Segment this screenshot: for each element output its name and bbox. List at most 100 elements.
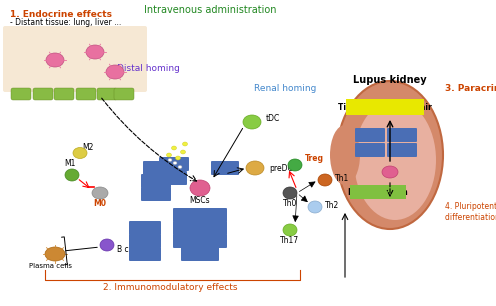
FancyBboxPatch shape [159,157,189,171]
Text: Th2: Th2 [325,200,339,210]
FancyBboxPatch shape [141,174,171,188]
Text: Diferentiation: Diferentiation [348,188,408,196]
Ellipse shape [173,162,177,165]
Bar [350,185,406,199]
Ellipse shape [190,180,210,196]
Ellipse shape [246,161,264,175]
Ellipse shape [92,187,108,199]
Ellipse shape [106,65,124,79]
Text: preDC: preDC [269,163,293,173]
Ellipse shape [172,146,177,150]
Text: TSG-6: TSG-6 [204,238,222,244]
Text: TGF-β: TGF-β [178,212,196,218]
FancyBboxPatch shape [114,88,134,100]
Ellipse shape [283,187,297,199]
Text: 1. Endocrine effects: 1. Endocrine effects [10,9,112,18]
Ellipse shape [176,156,181,160]
Ellipse shape [100,239,114,251]
Ellipse shape [330,125,360,185]
Text: IGF-1: IGF-1 [361,147,379,153]
Ellipse shape [167,153,172,157]
Text: PGE2: PGE2 [163,175,181,181]
Text: TGF-β: TGF-β [392,132,412,138]
Ellipse shape [337,81,443,229]
Ellipse shape [283,224,297,236]
Text: VEGF: VEGF [393,147,411,153]
Text: B cell: B cell [117,244,138,253]
Ellipse shape [45,247,65,261]
FancyBboxPatch shape [141,187,171,201]
Text: Bmp-1: Bmp-1 [133,225,156,231]
FancyBboxPatch shape [387,128,417,142]
Ellipse shape [288,159,302,171]
FancyBboxPatch shape [54,88,74,100]
Text: MSCs: MSCs [189,196,210,204]
FancyBboxPatch shape [3,26,147,92]
Text: Intravenous administration: Intravenous administration [144,5,276,15]
FancyBboxPatch shape [173,221,201,235]
Text: - Distant tissue: lung, liver ...: - Distant tissue: lung, liver ... [10,17,121,27]
Ellipse shape [73,147,87,159]
Text: FLT3L: FLT3L [215,165,235,171]
FancyBboxPatch shape [355,128,385,142]
Bar [346,99,424,115]
Text: M1: M1 [64,159,76,167]
Ellipse shape [318,174,332,186]
FancyBboxPatch shape [143,161,173,175]
Ellipse shape [46,53,64,67]
FancyBboxPatch shape [181,247,219,261]
FancyBboxPatch shape [173,208,201,222]
Text: PAX-5: PAX-5 [135,238,155,244]
FancyBboxPatch shape [199,234,227,248]
Text: IL-10: IL-10 [205,212,221,218]
FancyBboxPatch shape [97,88,117,100]
FancyBboxPatch shape [173,234,201,248]
Text: 3. Paracrine effects: 3. Paracrine effects [445,84,496,92]
FancyBboxPatch shape [129,234,161,248]
Text: 2. Immunomodulatory effects: 2. Immunomodulatory effects [103,283,237,293]
Text: Treg: Treg [305,154,324,162]
FancyBboxPatch shape [355,143,385,157]
Ellipse shape [178,166,182,169]
FancyBboxPatch shape [211,161,239,175]
FancyBboxPatch shape [11,88,31,100]
Text: PGE2: PGE2 [361,132,379,138]
Text: IL-10: IL-10 [147,191,165,197]
Text: 4. Pluripotent
differentiation effects: 4. Pluripotent differentiation effects [445,202,496,222]
Ellipse shape [86,45,104,59]
Text: Renal homing: Renal homing [254,84,316,92]
Text: TGF-β: TGF-β [164,161,184,167]
FancyBboxPatch shape [76,88,96,100]
Text: M2: M2 [82,143,94,151]
Text: Th0: Th0 [283,199,297,207]
Ellipse shape [183,142,187,146]
Text: IDO: IDO [181,238,193,244]
Text: CCL-2: CCL-2 [135,251,155,257]
Ellipse shape [354,100,436,220]
FancyBboxPatch shape [129,247,161,261]
FancyBboxPatch shape [387,143,417,157]
Text: M0: M0 [94,199,107,207]
Ellipse shape [382,166,398,178]
Text: Th1: Th1 [335,174,349,182]
FancyBboxPatch shape [199,208,227,222]
Text: Tissue damage repair: Tissue damage repair [338,103,432,111]
Ellipse shape [308,201,322,213]
Text: Lupus kidney: Lupus kidney [353,75,427,85]
Text: IDO: IDO [150,178,162,184]
Ellipse shape [181,150,186,154]
Ellipse shape [243,115,261,129]
Text: Plasma cells: Plasma cells [28,263,71,269]
FancyBboxPatch shape [129,221,161,235]
Ellipse shape [168,159,172,162]
Text: PGE2: PGE2 [205,226,221,230]
Text: tDC: tDC [266,114,280,122]
Text: PD-1/PD-L1: PD-1/PD-L1 [183,252,217,256]
FancyBboxPatch shape [157,171,187,185]
Text: Th17: Th17 [280,236,300,244]
FancyBboxPatch shape [33,88,53,100]
Text: HGF: HGF [181,226,193,230]
Text: TSG-6: TSG-6 [147,165,169,171]
FancyBboxPatch shape [199,221,227,235]
Text: Distal homing: Distal homing [117,64,180,73]
